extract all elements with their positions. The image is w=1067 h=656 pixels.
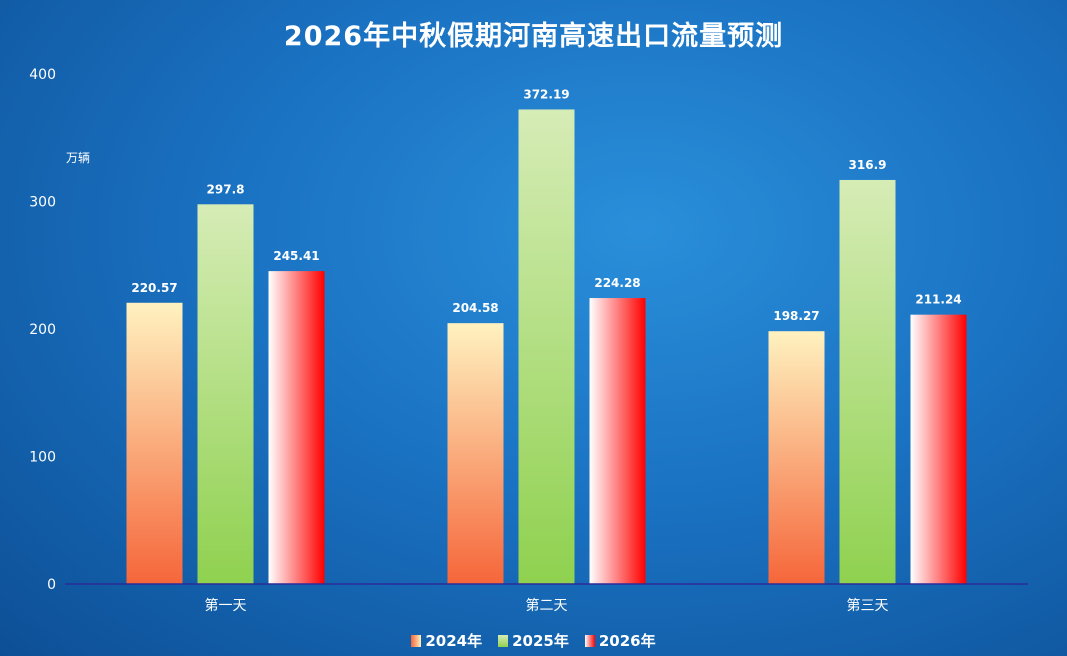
x-tick-label: 第三天: [847, 597, 889, 614]
data-label: 211.24: [915, 293, 961, 307]
data-label: 224.28: [594, 276, 640, 290]
bar-1-1: [126, 302, 183, 584]
bar-1-3: [768, 331, 825, 584]
y-tick-label: 100: [29, 450, 56, 466]
legend: 2024年 2025年 2026年: [0, 630, 1067, 651]
data-label: 220.57: [131, 281, 177, 295]
bar-3-2: [589, 298, 646, 584]
data-label: 372.19: [523, 87, 569, 101]
data-label: 297.8: [207, 182, 245, 196]
legend-item: 2024年: [411, 630, 482, 651]
y-tick-label: 300: [29, 195, 56, 211]
bar-2-2: [518, 109, 575, 584]
legend-label: 2025年: [512, 632, 569, 650]
bar-2-3: [839, 179, 896, 584]
y-axis-label: 万辆: [66, 151, 90, 165]
data-label: 245.41: [273, 249, 319, 263]
x-tick-label: 第二天: [526, 597, 568, 614]
y-tick-label: 0: [47, 577, 56, 593]
legend-swatch: [411, 634, 422, 647]
bar-1-2: [447, 323, 504, 584]
legend-swatch: [498, 634, 509, 647]
data-label: 204.58: [452, 301, 498, 315]
legend-label: 2024年: [425, 632, 483, 650]
bars: 220.57 297.8 245.41 204.58 372.19 224.28 198.2…: [126, 87, 967, 584]
y-axis: 0 100 200 300 400: [29, 67, 56, 593]
legend-item: 2026年: [584, 630, 656, 651]
y-tick-label: 200: [29, 322, 56, 338]
bar-2-1: [197, 204, 254, 584]
legend-swatch: [584, 634, 595, 647]
x-axis: 第一天 第二天 第三天: [65, 583, 1028, 614]
data-label: 316.9: [849, 158, 887, 172]
bar-3-1: [268, 271, 325, 584]
data-label: 198.27: [773, 309, 819, 323]
legend-label: 2026年: [598, 632, 656, 650]
y-tick-label: 400: [29, 67, 56, 83]
bar-3-3: [910, 314, 967, 584]
x-tick-label: 第一天: [205, 597, 247, 614]
legend-item: 2025年: [498, 630, 569, 651]
chart-title: 2026年中秋假期河南高速出口流量预测: [283, 21, 784, 52]
